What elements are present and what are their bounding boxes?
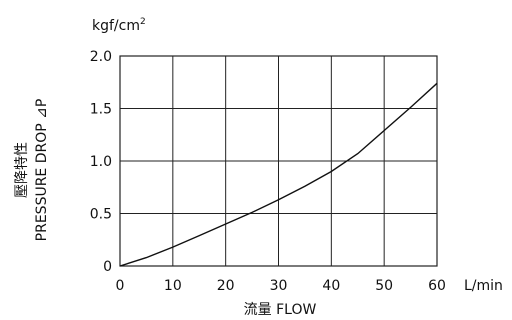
plot-frame: [119, 55, 438, 267]
y-tick-label: 1.5: [90, 102, 112, 118]
x-axis-title: 流量 FLOW: [244, 302, 317, 318]
y-tick-label: 1.0: [90, 154, 112, 170]
x-tick-label: 0: [116, 278, 125, 294]
x-unit-label: L/min: [464, 278, 503, 294]
x-tick-label: 20: [217, 278, 235, 294]
x-tick-label: 10: [164, 278, 182, 294]
y-tick-label: 0: [103, 259, 112, 275]
y-unit-superscript: 2: [140, 17, 146, 27]
y-tick-label: 0.5: [90, 207, 112, 223]
y-unit-text: kgf/cm: [92, 18, 140, 34]
x-tick-label: 60: [428, 278, 446, 294]
x-tick-label: 50: [375, 278, 393, 294]
y-axis-title-line1: 壓降特性: [14, 142, 30, 198]
x-tick-label: 40: [322, 278, 340, 294]
x-tick-label: 30: [270, 278, 288, 294]
y-tick-labels: 0 0.5 1.0 1.5 2.0: [90, 49, 112, 275]
series: [119, 82, 438, 267]
series-line: [119, 82, 438, 267]
y-tick-label: 2.0: [90, 49, 112, 65]
y-axis-title-line2: PRESSURE DROP ⊿P: [34, 99, 50, 242]
x-tick-labels: 0 10 20 30 40 50 60: [116, 278, 446, 294]
grid: [120, 56, 437, 266]
y-unit-label: kgf/cm2: [92, 17, 146, 34]
